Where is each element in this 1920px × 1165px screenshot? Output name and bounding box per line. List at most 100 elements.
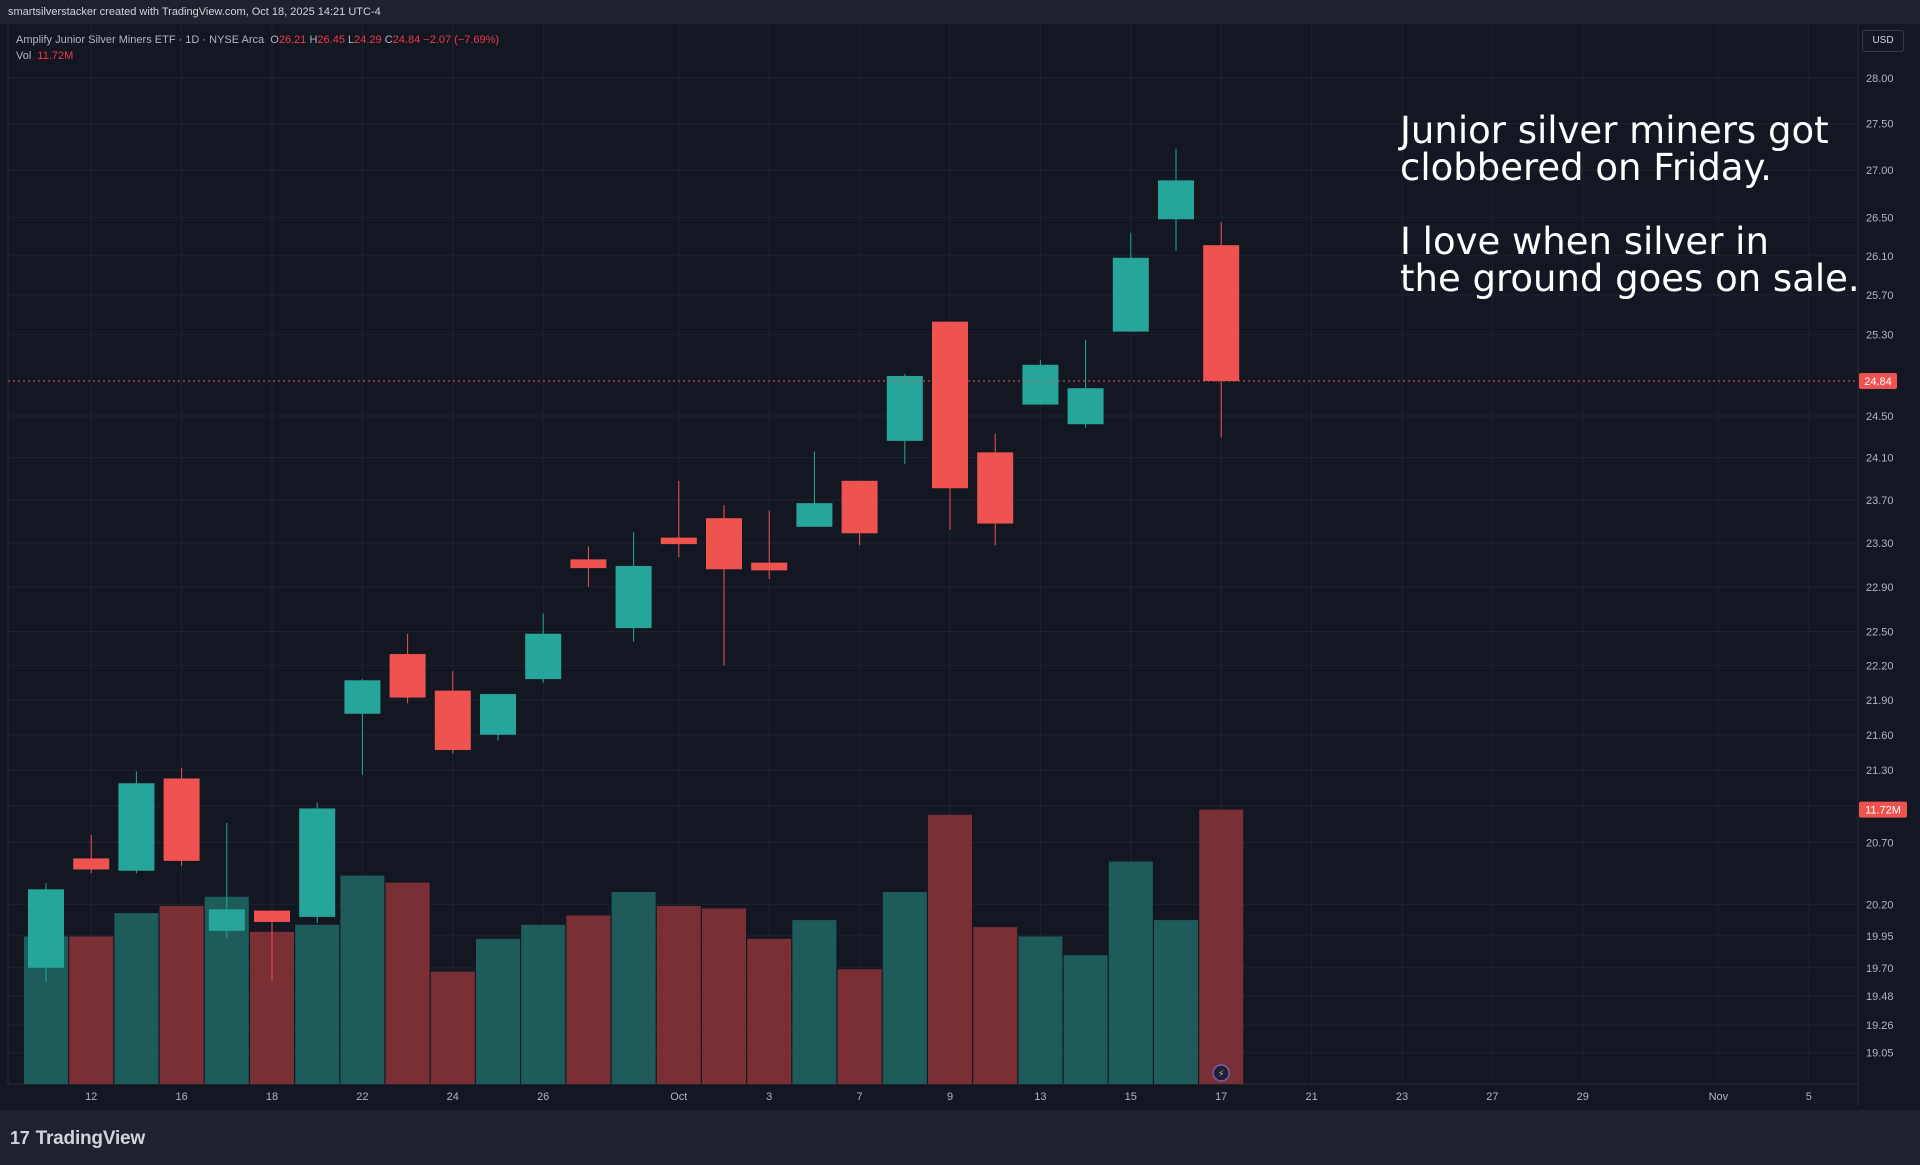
tradingview-mark-icon: 17	[10, 1128, 30, 1148]
price-tick-label: 24.10	[1866, 453, 1894, 465]
tradingview-brand: TradingView	[35, 1128, 146, 1149]
candle-body	[1022, 364, 1059, 405]
legend-change: −2.07 (−7.69%)	[423, 34, 500, 46]
legend-title: Amplify Junior Silver Miners ETF · 1D · …	[16, 34, 265, 46]
volume-bar	[295, 924, 340, 1084]
currency-button[interactable]: USD	[1862, 30, 1904, 52]
price-tick-label: 28.00	[1866, 73, 1894, 85]
last-price-label: 24.84	[1864, 376, 1892, 388]
volume-bar	[340, 875, 385, 1084]
time-tick-label: 16	[175, 1091, 187, 1103]
price-tick-label: 27.00	[1866, 165, 1894, 177]
volume-bar	[1199, 809, 1244, 1084]
time-tick-label: 3	[766, 1091, 772, 1103]
candle-body	[796, 503, 833, 527]
candle-body	[751, 562, 788, 571]
candle-body	[525, 633, 562, 680]
price-tick-label: 23.30	[1866, 538, 1894, 550]
candle-body	[254, 910, 290, 922]
time-tick-label: 26	[537, 1091, 549, 1103]
legend-open-label: O	[270, 34, 279, 46]
candle-body	[163, 778, 200, 861]
time-tick-label: 15	[1125, 1091, 1137, 1103]
time-tick-label: 18	[266, 1091, 278, 1103]
price-tick-label: 21.30	[1866, 765, 1894, 777]
price-tick-label: 26.10	[1866, 251, 1894, 263]
candle-body	[1158, 180, 1194, 220]
candle-body	[434, 690, 471, 751]
candle-body	[208, 909, 245, 931]
price-tick-label: 19.48	[1866, 991, 1894, 1003]
volume-bar	[1018, 936, 1063, 1084]
chart-annotation-text: Junior silver miners got clobbered on Fr…	[1400, 109, 1860, 300]
volume-bar	[114, 913, 159, 1084]
price-tick-label: 22.50	[1866, 626, 1894, 638]
candle-body	[1067, 388, 1104, 425]
candle-body	[932, 321, 968, 489]
volume-bar	[656, 906, 701, 1084]
volume-bar	[882, 892, 927, 1084]
time-tick-label: Nov	[1709, 1091, 1729, 1103]
legend-row-volume: Vol 11.72M	[16, 48, 499, 64]
time-tick-label: 7	[857, 1091, 863, 1103]
time-tick-label: 17	[1215, 1091, 1227, 1103]
legend-low-value: 24.29	[354, 34, 382, 46]
time-tick-label: 29	[1577, 1091, 1589, 1103]
last-price-badge	[1859, 373, 1897, 390]
volume-bar	[928, 814, 972, 1084]
price-tick-label: 19.70	[1866, 963, 1894, 975]
legend-high-value: 26.45	[317, 34, 345, 46]
legend-volume-label: Vol	[16, 50, 32, 62]
time-tick-label: 21	[1305, 1091, 1317, 1103]
candle-body	[886, 375, 923, 441]
time-tick-label: 9	[947, 1091, 953, 1103]
price-tick-label: 19.05	[1866, 1048, 1894, 1060]
price-tick-label: 23.70	[1866, 495, 1894, 507]
volume-bar	[792, 920, 837, 1084]
volume-bar	[1063, 955, 1108, 1084]
candle-body	[706, 518, 742, 570]
volume-bar	[159, 906, 204, 1084]
legend-low-label: L	[348, 34, 355, 46]
volume-bar	[1154, 920, 1198, 1084]
legend-close-value: 24.84	[392, 34, 421, 46]
volume-bar	[702, 908, 746, 1084]
price-tick-label: 26.50	[1866, 212, 1894, 224]
price-tick-label: 25.30	[1866, 330, 1894, 342]
lightning-icon: ⚡	[1218, 1069, 1225, 1080]
chart-byline-bar: smartsilverstacker created with TradingV…	[0, 0, 1920, 24]
price-tick-label: 21.90	[1866, 695, 1894, 707]
volume-bar	[611, 892, 656, 1084]
price-tick-label: 20.70	[1866, 837, 1894, 849]
legend-open-value: 26.21	[278, 34, 307, 46]
price-tick-label: 22.90	[1866, 582, 1894, 594]
candle-body	[977, 452, 1014, 524]
candle-body	[841, 480, 878, 534]
tradingview-logo[interactable]: 17 TradingView	[10, 1128, 145, 1150]
price-tick-label: 25.70	[1866, 290, 1894, 302]
candle-body	[1112, 257, 1149, 332]
volume-bar	[566, 915, 611, 1084]
volume-bar	[1108, 861, 1153, 1084]
price-tick-label: 27.50	[1866, 119, 1894, 131]
legend-high-label: H	[309, 34, 318, 46]
volume-bar	[476, 938, 520, 1084]
price-tick-label: 24.50	[1866, 411, 1894, 423]
candle-body	[1203, 245, 1240, 382]
volume-bar	[837, 969, 882, 1084]
candle-body	[615, 565, 652, 629]
candle-body	[118, 783, 155, 871]
footer-bar: 17 TradingView	[0, 1110, 1920, 1165]
price-tick-label: 19.95	[1866, 931, 1894, 943]
price-tick-label: 19.26	[1866, 1020, 1894, 1032]
candlestick-chart[interactable]: 28.00 27.50 27.00 26.50 26.10 25.70 25.30 24.50…	[0, 24, 1920, 1110]
volume-bar	[973, 927, 1018, 1084]
price-tick-label: 20.20	[1866, 899, 1894, 911]
time-tick-label: 27	[1486, 1091, 1498, 1103]
volume-bar	[521, 924, 566, 1084]
last-volume-label: 11.72M	[1865, 805, 1901, 817]
candle-body	[73, 858, 110, 870]
last-volume-badge	[1859, 801, 1907, 818]
time-tick-label: 5	[1806, 1091, 1812, 1103]
time-tick-label: 22	[356, 1091, 368, 1103]
